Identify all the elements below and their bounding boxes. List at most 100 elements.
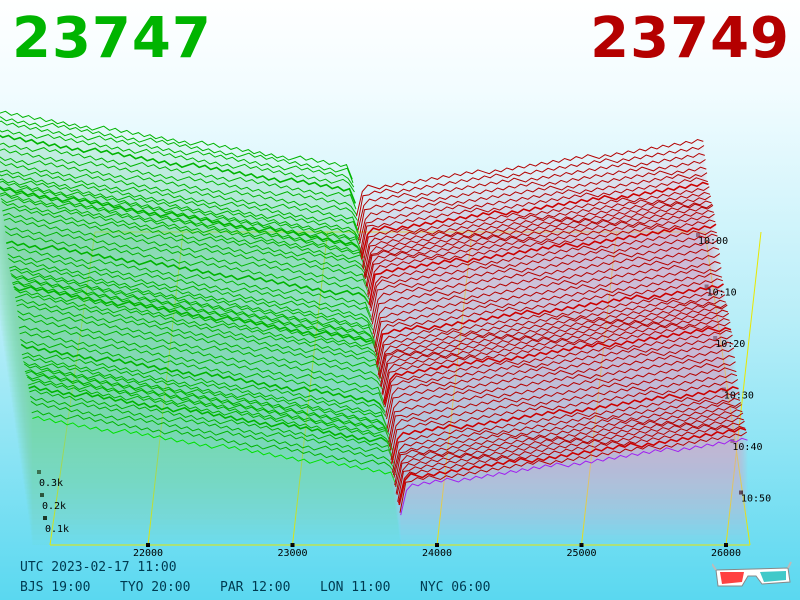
ask-depth-line bbox=[372, 253, 721, 335]
zone-time-par: PAR 12:00 bbox=[220, 580, 291, 595]
ask-depth-line bbox=[393, 402, 742, 478]
zone-time-tyo: TYO 20:00 bbox=[120, 580, 191, 595]
bid-depth-line bbox=[0, 180, 362, 252]
bid-depth-line bbox=[17, 315, 383, 385]
bid-depth-line bbox=[0, 169, 360, 237]
ask-depth-line bbox=[357, 152, 705, 231]
ask-depth-line bbox=[397, 420, 745, 502]
time-tick-label: 10:30 bbox=[724, 391, 754, 402]
bid-depth-line bbox=[25, 370, 391, 436]
bid-depth-line bbox=[0, 191, 364, 257]
price-grid-line bbox=[292, 231, 328, 546]
3d-glasses-icon[interactable] bbox=[712, 560, 792, 592]
bid-depth-fill bbox=[11, 275, 380, 403]
bid-depth-line bbox=[10, 273, 376, 342]
ask-depth-fill bbox=[393, 402, 741, 500]
ask-depth-line bbox=[392, 391, 740, 473]
bid-depth-line bbox=[23, 361, 388, 430]
bid-depth-line bbox=[0, 186, 363, 254]
ask-depth-fill bbox=[385, 335, 733, 443]
bid-depth-line bbox=[0, 129, 355, 193]
ask-depth-fill bbox=[388, 361, 736, 464]
bid-depth-line bbox=[0, 148, 358, 216]
ask-depth-line bbox=[383, 326, 732, 405]
ask-depth-line bbox=[377, 289, 725, 368]
bid-depth-fill bbox=[0, 186, 366, 311]
depth-tick bbox=[40, 493, 44, 497]
bid-depth-line bbox=[4, 225, 370, 295]
bid-depth-fill bbox=[19, 331, 388, 459]
ask-depth-fill bbox=[396, 413, 744, 515]
bid-depth-fill bbox=[27, 376, 396, 510]
ask-depth-line bbox=[356, 145, 705, 227]
ask-depth-line bbox=[396, 417, 744, 496]
ask-depth-line bbox=[390, 386, 739, 464]
ask-depth-fill bbox=[394, 404, 742, 505]
time-tick-label: 10:50 bbox=[741, 494, 771, 505]
bid-depth-line bbox=[31, 410, 397, 476]
bid-depth-fill bbox=[32, 416, 401, 545]
bid-depth-line bbox=[23, 363, 389, 433]
price-tick-label: 22000 bbox=[133, 548, 163, 559]
ask-depth-line bbox=[383, 321, 731, 403]
ask-depth-line bbox=[379, 303, 727, 379]
bid-depth-line bbox=[9, 265, 374, 331]
ask-depth-fill bbox=[383, 322, 731, 428]
bid-depth-fill bbox=[12, 282, 381, 413]
bid-depth-line bbox=[15, 298, 381, 364]
ask-depth-line bbox=[359, 166, 707, 245]
bid-depth-line bbox=[0, 134, 357, 204]
ask-depth-line bbox=[375, 278, 723, 356]
time-tick-label: 10:20 bbox=[715, 339, 745, 350]
bid-depth-line bbox=[29, 389, 394, 461]
bid-depth-line bbox=[0, 186, 364, 256]
ask-depth-layer bbox=[356, 138, 748, 545]
price-tick-label: 25000 bbox=[566, 548, 596, 559]
ask-depth-fill bbox=[368, 219, 716, 326]
zone-time-bjs: BJS 19:00 bbox=[20, 580, 91, 595]
ask-depth-line bbox=[389, 373, 738, 451]
ask-depth-line bbox=[380, 309, 729, 388]
depth-tick-label: 0.3k bbox=[39, 478, 63, 489]
ask-depth-line bbox=[389, 367, 737, 447]
bid-depth-layer bbox=[0, 110, 401, 545]
utc-time: UTC 2023-02-17 11:00 bbox=[20, 560, 177, 575]
bid-depth-line bbox=[27, 380, 393, 448]
bid-depth-line bbox=[13, 285, 379, 355]
bid-depth-fill bbox=[24, 363, 393, 489]
bid-depth-line bbox=[0, 198, 366, 267]
ask-depth-line bbox=[369, 230, 717, 308]
ask-depth-line bbox=[388, 361, 736, 443]
bid-depth-fill bbox=[25, 371, 394, 500]
ask-depth-fill bbox=[369, 224, 717, 331]
ask-depth-line bbox=[374, 272, 723, 353]
bid-depth-line bbox=[3, 212, 368, 278]
time-tick-label: 10:40 bbox=[732, 442, 762, 453]
ask-depth-line bbox=[374, 267, 722, 349]
bid-depth-fill bbox=[4, 225, 373, 357]
ask-depth-fill bbox=[370, 234, 718, 341]
ask-depth-line bbox=[362, 191, 711, 270]
ask-depth-fill bbox=[397, 421, 745, 525]
bid-depth-line bbox=[20, 343, 386, 413]
bid-depth-fill bbox=[31, 410, 400, 540]
time-tick-label: 10:00 bbox=[698, 236, 728, 247]
ask-depth-line bbox=[395, 412, 744, 494]
ask-depth-line bbox=[360, 177, 708, 257]
ask-depth-fill bbox=[365, 204, 713, 306]
bid-depth-line bbox=[18, 325, 384, 391]
bid-depth-line bbox=[16, 303, 382, 375]
time-tick bbox=[704, 284, 709, 289]
price-tick bbox=[435, 543, 439, 547]
bid-depth-line bbox=[7, 253, 373, 323]
bid-depth-line bbox=[15, 293, 380, 361]
bid-depth-line bbox=[0, 120, 355, 188]
ask-depth-line bbox=[386, 341, 734, 420]
price-tick-label: 23000 bbox=[277, 548, 307, 559]
ask-depth-line bbox=[400, 437, 748, 516]
ask-depth-line bbox=[368, 219, 716, 297]
bid-depth-line bbox=[28, 385, 394, 451]
ask-depth-line bbox=[381, 312, 730, 394]
bid-depth-line bbox=[6, 246, 372, 318]
